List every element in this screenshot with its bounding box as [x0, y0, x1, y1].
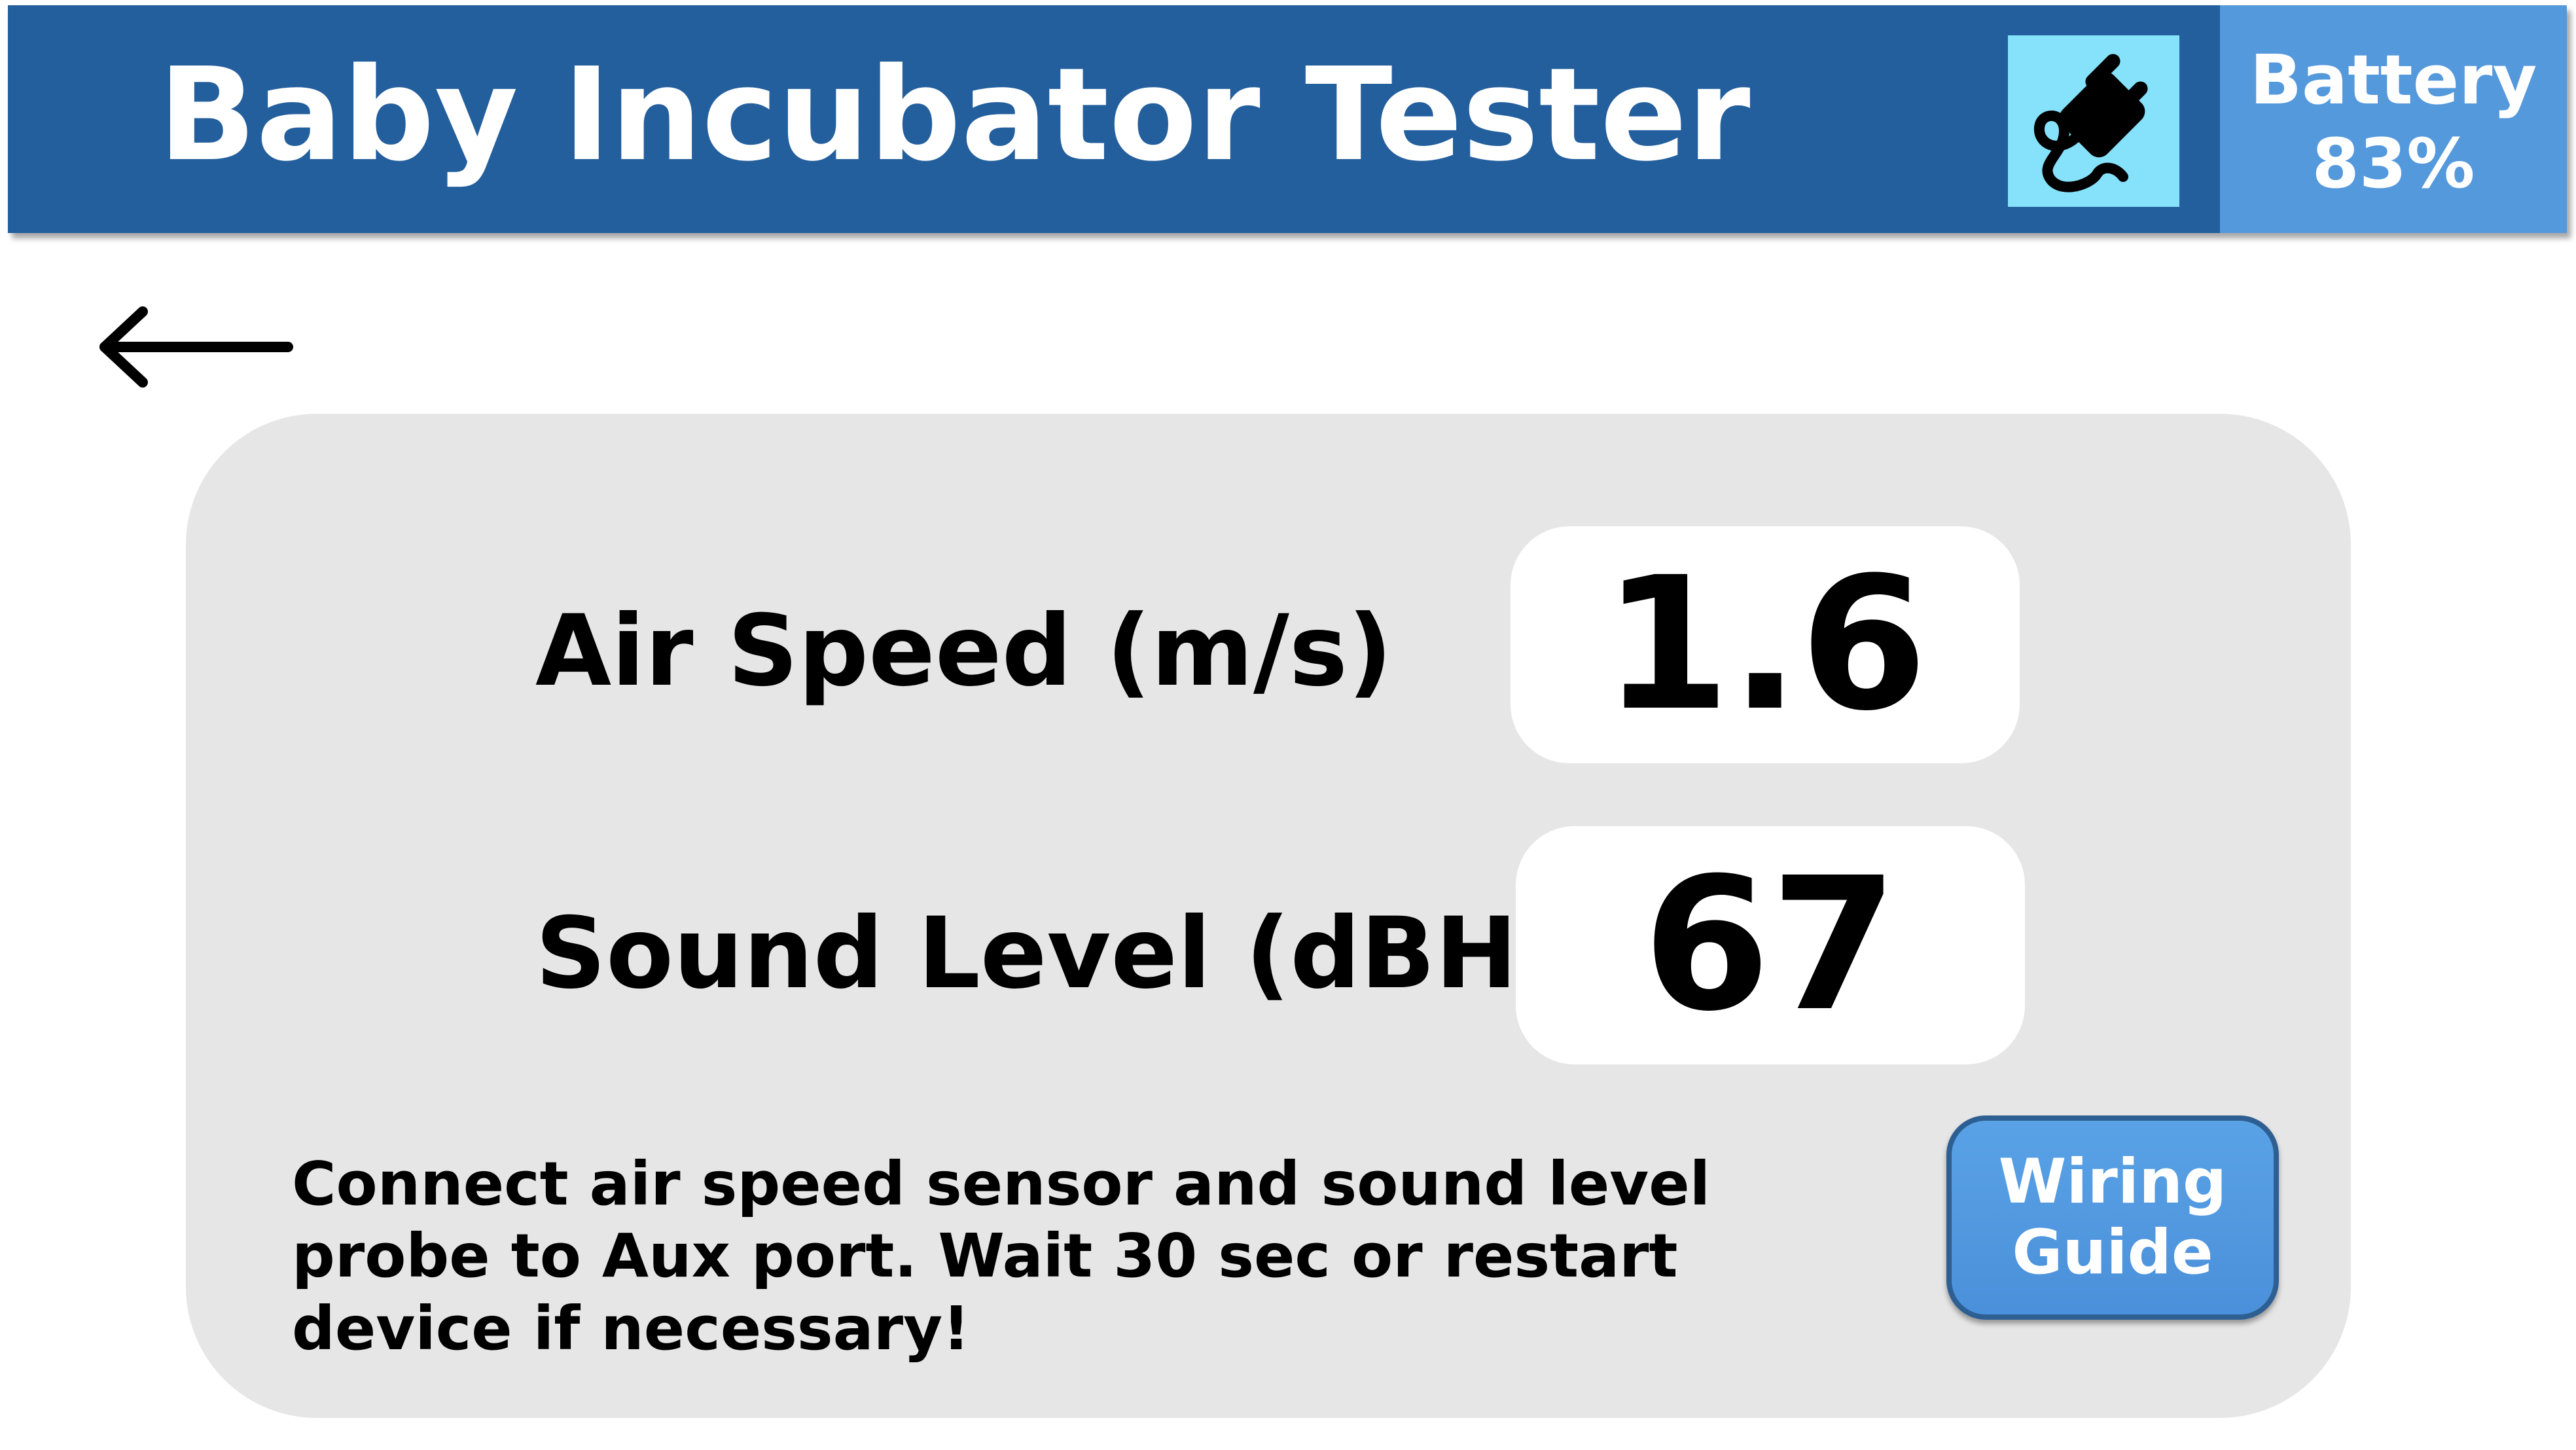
sound-level-value: 67 [1643, 839, 1898, 1052]
air-speed-display: 1.6 [1511, 526, 2020, 763]
air-speed-value: 1.6 [1602, 538, 1927, 752]
measurement-panel: Air Speed (m/s) 1.6 Sound Level (dBHL) 6… [186, 414, 2351, 1418]
plug-icon [2034, 54, 2148, 192]
battery-status: Battery 83% [2220, 5, 2567, 233]
arrow-left-icon [99, 306, 293, 388]
battery-label: Battery [2249, 40, 2537, 120]
air-speed-label: Air Speed (m/s) [535, 594, 1393, 708]
sound-level-label: Sound Level (dBHL) [535, 897, 1625, 1011]
wiring-guide-label-line1: Wiring [1998, 1146, 2227, 1218]
app-header: Baby Incubator Tester Battery 83% [8, 5, 2567, 233]
battery-percentage: 83% [2312, 124, 2475, 204]
app-title: Baby Incubator Tester [158, 41, 1751, 190]
instruction-text: Connect air speed sensor and sound level… [292, 1149, 1711, 1364]
power-status-indicator [2008, 35, 2179, 207]
wiring-guide-label-line2: Guide [2012, 1217, 2213, 1288]
back-button[interactable] [92, 301, 301, 393]
wiring-guide-button[interactable]: Wiring Guide [1946, 1115, 2279, 1320]
sound-level-display: 67 [1516, 826, 2025, 1064]
